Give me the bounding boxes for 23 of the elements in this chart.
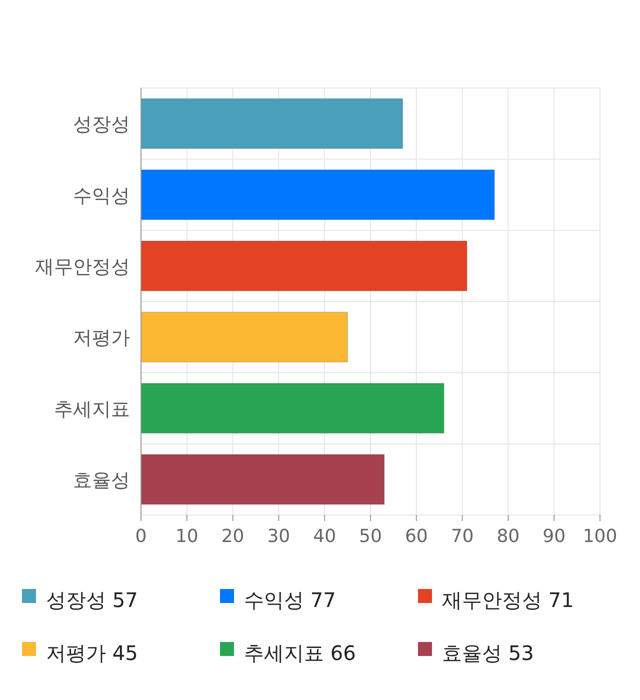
legend-label: 추세지표 66 — [244, 641, 356, 665]
x-tick-label: 30 — [267, 526, 290, 547]
legend-label: 저평가 45 — [46, 641, 138, 665]
x-tick-label: 20 — [221, 526, 244, 547]
x-tick-label: 90 — [542, 526, 566, 547]
y-tick-label: 성장성 — [73, 114, 130, 136]
x-tick-label: 0 — [135, 526, 147, 547]
legend-label: 효율성 53 — [442, 641, 534, 665]
x-tick-label: 80 — [496, 526, 520, 547]
y-tick-label: 저평가 — [73, 327, 130, 350]
x-tick-label: 100 — [582, 526, 618, 547]
x-tick-label: 60 — [404, 526, 428, 547]
y-tick-label: 효율성 — [73, 469, 130, 492]
y-tick-label: 추세지표 — [54, 398, 130, 420]
legend-label: 수익성 77 — [244, 588, 336, 612]
y-tick-label: 재무안정성 — [35, 256, 130, 278]
x-tick-label: 40 — [313, 526, 336, 547]
y-tick-label: 수익성 — [73, 184, 130, 207]
legend-label: 성장성 57 — [46, 588, 138, 612]
x-tick-label: 10 — [175, 526, 198, 547]
legend-label: 재무안정성 71 — [442, 588, 574, 612]
x-tick-label: 50 — [359, 526, 382, 547]
x-tick-label: 70 — [450, 526, 474, 547]
